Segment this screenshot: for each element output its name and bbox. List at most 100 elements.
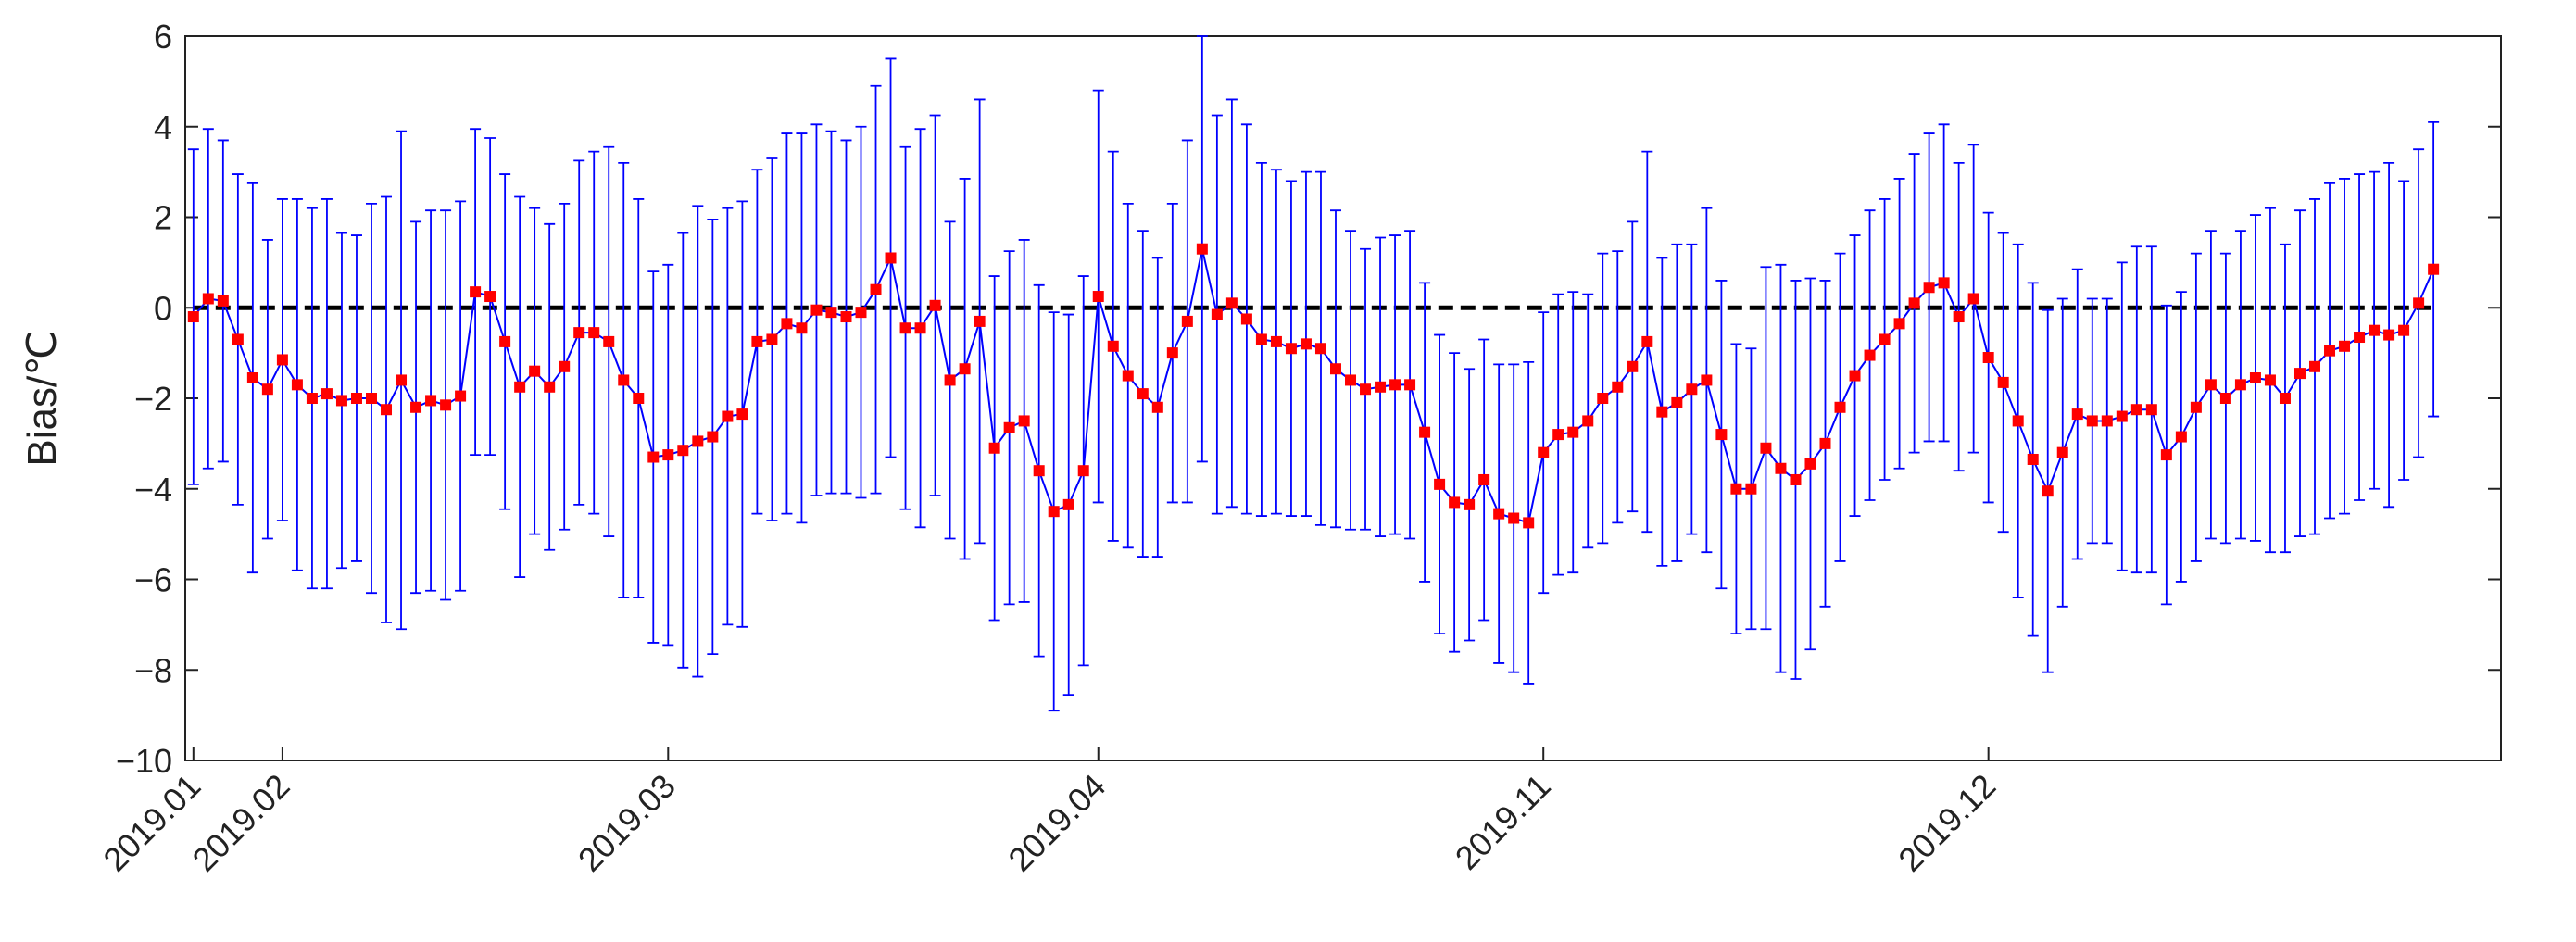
marker [1760, 442, 1772, 454]
x-tick-label: 2019.12 [1891, 767, 2003, 879]
marker [2279, 393, 2291, 404]
marker [202, 293, 214, 305]
marker [484, 291, 496, 303]
marker [573, 327, 585, 339]
marker [2324, 345, 2336, 357]
marker [885, 252, 897, 264]
marker [1656, 406, 1668, 418]
marker [2190, 401, 2202, 413]
marker [1745, 483, 1757, 495]
marker [246, 372, 258, 384]
marker [810, 304, 823, 316]
marker [1137, 388, 1149, 400]
marker [677, 445, 689, 457]
marker [1879, 333, 1891, 345]
marker [2369, 324, 2381, 336]
marker [1493, 508, 1505, 520]
marker [707, 431, 719, 443]
marker [1033, 465, 1045, 477]
marker [633, 393, 645, 404]
marker [1255, 333, 1267, 345]
marker [1715, 429, 1728, 441]
marker [751, 335, 763, 347]
marker [929, 299, 941, 311]
marker [781, 318, 793, 330]
marker [1641, 335, 1653, 347]
marker [692, 435, 704, 447]
marker [603, 335, 615, 347]
marker [2398, 324, 2410, 336]
marker [1092, 291, 1104, 303]
marker [825, 307, 837, 319]
marker [1567, 426, 1579, 438]
marker [2219, 393, 2231, 404]
marker [1270, 335, 1282, 347]
marker [2086, 415, 2098, 427]
marker [662, 449, 674, 461]
marker [276, 354, 288, 366]
marker [1552, 429, 1564, 441]
marker [425, 395, 437, 407]
marker [1360, 383, 1372, 396]
marker [2309, 360, 2321, 372]
y-tick-label: 0 [154, 289, 172, 327]
marker [1314, 343, 1326, 355]
marker [1048, 506, 1060, 518]
marker [2175, 431, 2187, 443]
y-tick-label: −10 [116, 742, 172, 780]
marker [1151, 401, 1163, 413]
marker [1375, 381, 1387, 393]
marker [559, 360, 571, 372]
marker [1864, 349, 1876, 361]
marker [1671, 396, 1683, 408]
marker [2354, 332, 2366, 344]
y-tick-label: 6 [154, 18, 172, 56]
marker [1434, 478, 1446, 490]
marker [2027, 453, 2039, 465]
y-tick-label: −4 [134, 471, 172, 509]
marker [261, 383, 273, 396]
marker [1908, 297, 1920, 309]
marker [2012, 415, 2024, 427]
marker [306, 393, 318, 404]
marker [1211, 308, 1223, 320]
marker [1997, 376, 2009, 388]
marker [1329, 363, 1341, 375]
marker [2339, 340, 2351, 352]
marker [855, 307, 867, 319]
marker [588, 327, 600, 339]
marker [1967, 293, 1979, 305]
y-tick-label: 2 [154, 199, 172, 237]
marker [499, 335, 511, 347]
marker [291, 379, 303, 391]
marker [320, 388, 333, 400]
marker [1478, 473, 1490, 485]
marker [2205, 379, 2217, 391]
marker [618, 374, 630, 386]
marker [1849, 370, 1861, 382]
marker [796, 322, 808, 334]
marker [2071, 408, 2083, 421]
marker [1627, 360, 1639, 372]
x-tick-label: 2019.03 [571, 767, 683, 879]
marker [470, 286, 482, 298]
marker [1018, 415, 1030, 427]
marker [1582, 415, 1594, 427]
marker [1923, 282, 1935, 294]
marker [381, 404, 393, 416]
marker [1122, 370, 1134, 382]
marker [1790, 473, 1802, 485]
marker [1893, 318, 1905, 330]
y-tick-label: −8 [134, 651, 172, 689]
marker [1181, 315, 1193, 327]
marker [1240, 313, 1252, 325]
marker [766, 333, 778, 345]
marker [1819, 437, 1831, 449]
marker [1196, 243, 1208, 255]
marker [1300, 338, 1312, 350]
marker [1449, 496, 1461, 509]
marker [1730, 483, 1742, 495]
mean-line [193, 248, 2435, 524]
y-axis-label: Bias/℃ [19, 330, 65, 466]
